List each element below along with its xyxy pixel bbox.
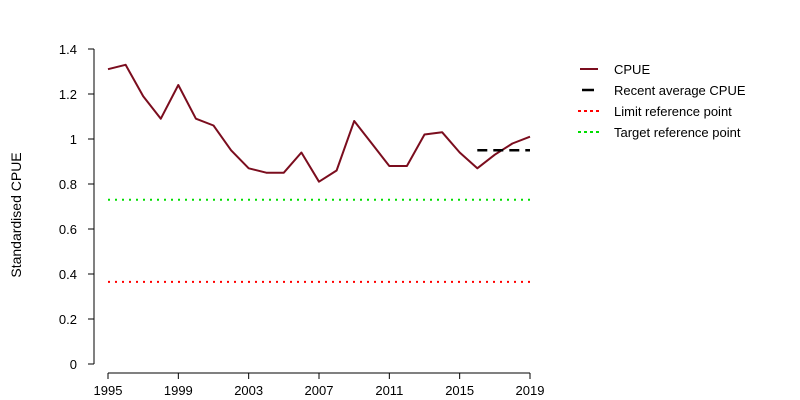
legend-item-recent-average-cpue: Recent average CPUE: [582, 83, 746, 98]
series-layer: [107, 63, 531, 283]
legend-label: CPUE: [614, 62, 650, 77]
legend-item-limit-reference-point: Limit reference point: [578, 104, 732, 119]
y-tick-label: 0.4: [59, 267, 77, 282]
y-axis: 0 0.2 0.4 0.6 0.8 1 1.2 1.4: [59, 42, 95, 372]
legend-label: Recent average CPUE: [614, 83, 746, 98]
y-tick-label: 0: [70, 357, 77, 372]
legend-label: Target reference point: [614, 125, 741, 140]
legend: CPUE Recent average CPUE Limit reference p…: [578, 62, 746, 140]
legend-item-target-reference-point: Target reference point: [578, 125, 741, 140]
y-tick-label: 1: [70, 132, 77, 147]
y-tick-label: 0.6: [59, 222, 77, 237]
x-tick-label: 1999: [164, 383, 193, 398]
y-tick-label: 1.2: [59, 87, 77, 102]
y-ticks: 0 0.2 0.4 0.6 0.8 1 1.2 1.4: [59, 42, 94, 372]
y-tick-label: 1.4: [59, 42, 77, 57]
x-ticks: 1995 1999 2003 2007 2011 2015 2019: [94, 373, 545, 398]
legend-label: Limit reference point: [614, 104, 732, 119]
series-cpue-line: [107, 63, 531, 183]
y-axis-title: Standardised CPUE: [8, 152, 24, 277]
x-tick-label: 2003: [234, 383, 263, 398]
y-tick-label: 0.8: [59, 177, 77, 192]
y-tick-label: 0.2: [59, 312, 77, 327]
x-tick-label: 2011: [375, 383, 403, 398]
x-tick-label: 2007: [305, 383, 334, 398]
x-tick-label: 2015: [445, 383, 474, 398]
x-tick-label: 2019: [516, 383, 545, 398]
x-axis: 1995 1999 2003 2007 2011 2015 2019: [94, 372, 545, 398]
x-tick-label: 1995: [94, 383, 123, 398]
legend-item-cpue: CPUE: [580, 62, 650, 77]
